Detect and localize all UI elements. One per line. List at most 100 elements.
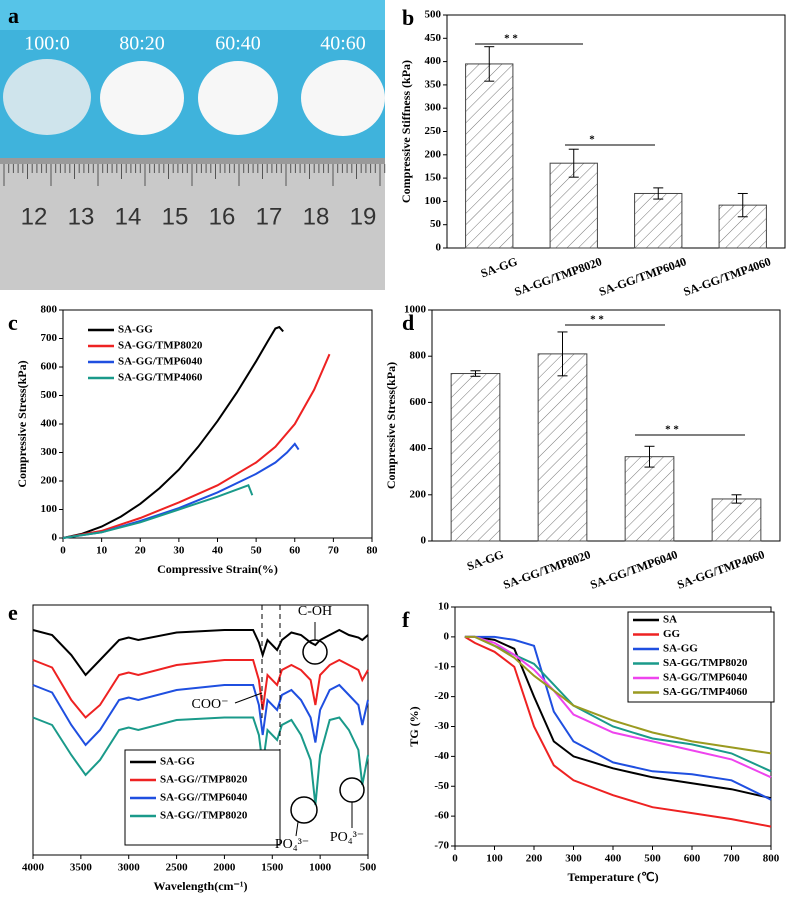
- x-tick-label: 2000: [213, 862, 236, 874]
- y-tick-label: 600: [41, 361, 58, 373]
- y-tick-label: -20: [434, 690, 449, 702]
- x-tick-label: 2500: [166, 862, 189, 874]
- x-axis-label: Compressive Strain(%): [157, 562, 278, 576]
- bar: [465, 63, 514, 249]
- ruler-number: 14: [115, 203, 142, 230]
- series-line: [62, 353, 331, 539]
- x-tick-label: SA-GG/TMP4060: [675, 547, 766, 592]
- legend-label: SA: [663, 614, 677, 626]
- x-tick-label: SA-GG/TMP4060: [681, 254, 772, 299]
- error-bar: [737, 192, 748, 218]
- error-bar: [557, 331, 568, 377]
- disc: [3, 59, 91, 135]
- bar: [711, 498, 762, 542]
- x-tick-label: 10: [96, 545, 108, 557]
- x-tick-label: 300: [565, 853, 582, 865]
- series-line: [32, 658, 369, 719]
- y-tick-label: -30: [434, 720, 449, 732]
- y-tick-label: 150: [425, 172, 442, 184]
- x-tick-label: 100: [486, 853, 503, 865]
- x-tick-label: 30: [173, 545, 185, 557]
- series-line: [32, 716, 369, 806]
- y-tick-label: 10: [438, 601, 450, 613]
- ruler-ticks: [3, 164, 386, 186]
- y-tick-label: -50: [434, 780, 449, 792]
- y-tick-label: 400: [41, 418, 58, 430]
- error-bar: [731, 494, 742, 504]
- y-tick-label: 200: [425, 148, 442, 160]
- y-tick-label: -60: [434, 810, 449, 822]
- ruler-edge: [0, 158, 385, 164]
- x-tick-label: SA-GG/TMP6040: [588, 547, 679, 592]
- error-bar: [484, 46, 495, 82]
- y-tick-label: 400: [410, 442, 427, 454]
- legend-label: SA-GG/TMP8020: [663, 657, 748, 669]
- y-tick-label: 300: [425, 102, 442, 114]
- series-line: [62, 484, 254, 539]
- x-tick-label: 3500: [70, 862, 93, 874]
- legend-label: GG: [663, 628, 681, 640]
- y-tick-label: 200: [41, 475, 58, 487]
- ruler-number: 15: [162, 203, 189, 230]
- bar: [537, 353, 588, 542]
- y-tick-label: 1000: [404, 304, 427, 316]
- series-line: [464, 635, 772, 755]
- legend-label: SA-GG/TMP4060: [663, 686, 748, 698]
- highlight-circle: [339, 777, 365, 803]
- x-tick-label: 1000: [309, 862, 332, 874]
- x-axis-label: Wavelength(cm⁻¹): [154, 879, 248, 893]
- significance-label: *: [589, 134, 595, 146]
- error-bar: [470, 370, 481, 377]
- photo-band: [0, 0, 385, 30]
- series-line: [464, 635, 772, 801]
- series-line: [464, 635, 772, 800]
- y-tick-label: 0: [421, 535, 427, 547]
- ratio-label: 40:60: [320, 33, 366, 55]
- error-bar: [644, 445, 655, 468]
- ruler-number: 12: [21, 203, 48, 230]
- x-tick-label: SA-GG: [465, 547, 506, 573]
- x-tick-label: 50: [251, 545, 263, 557]
- x-tick-label: SA-GG/TMP6040: [597, 254, 688, 299]
- x-tick-label: 500: [644, 853, 661, 865]
- x-tick-label: 80: [367, 545, 379, 557]
- x-tick-label: 800: [763, 853, 780, 865]
- disc: [301, 60, 385, 136]
- annotation: C-OH: [298, 604, 332, 619]
- y-tick-label: 500: [41, 389, 58, 401]
- legend-label: SA-GG/TMP6040: [663, 672, 748, 684]
- ruler-number: 13: [68, 203, 95, 230]
- panel-label: e: [8, 600, 18, 625]
- x-tick-label: 600: [684, 853, 701, 865]
- y-tick-label: 800: [41, 304, 58, 316]
- x-tick-label: 700: [723, 853, 740, 865]
- ruler-number: 19: [350, 203, 377, 230]
- y-tick-label: 200: [410, 488, 427, 500]
- y-tick-label: 700: [41, 332, 58, 344]
- disc: [198, 61, 278, 135]
- x-tick-label: 0: [452, 853, 458, 865]
- panel-label: f: [402, 607, 410, 632]
- arrow: [295, 821, 299, 837]
- ratio-label: 80:20: [119, 33, 165, 55]
- y-tick-label: -10: [434, 660, 449, 672]
- bar: [624, 456, 675, 542]
- significance-label: * *: [590, 314, 604, 326]
- disc: [100, 61, 184, 135]
- panel-label: d: [402, 310, 414, 335]
- panel-label: c: [8, 310, 18, 335]
- y-tick-label: 100: [425, 195, 442, 207]
- y-tick-label: 250: [425, 125, 442, 137]
- ruler-number: 16: [209, 203, 236, 230]
- plot-frame: [32, 604, 369, 856]
- panel-label: b: [402, 5, 414, 30]
- x-tick-label: 40: [212, 545, 224, 557]
- series-line: [32, 683, 369, 747]
- y-tick-label: 300: [41, 446, 58, 458]
- y-tick-label: 800: [410, 350, 427, 362]
- series-line: [62, 325, 284, 539]
- arrow: [234, 692, 263, 704]
- x-tick-label: SA-GG/TMP8020: [512, 254, 603, 299]
- y-tick-label: 0: [52, 532, 58, 544]
